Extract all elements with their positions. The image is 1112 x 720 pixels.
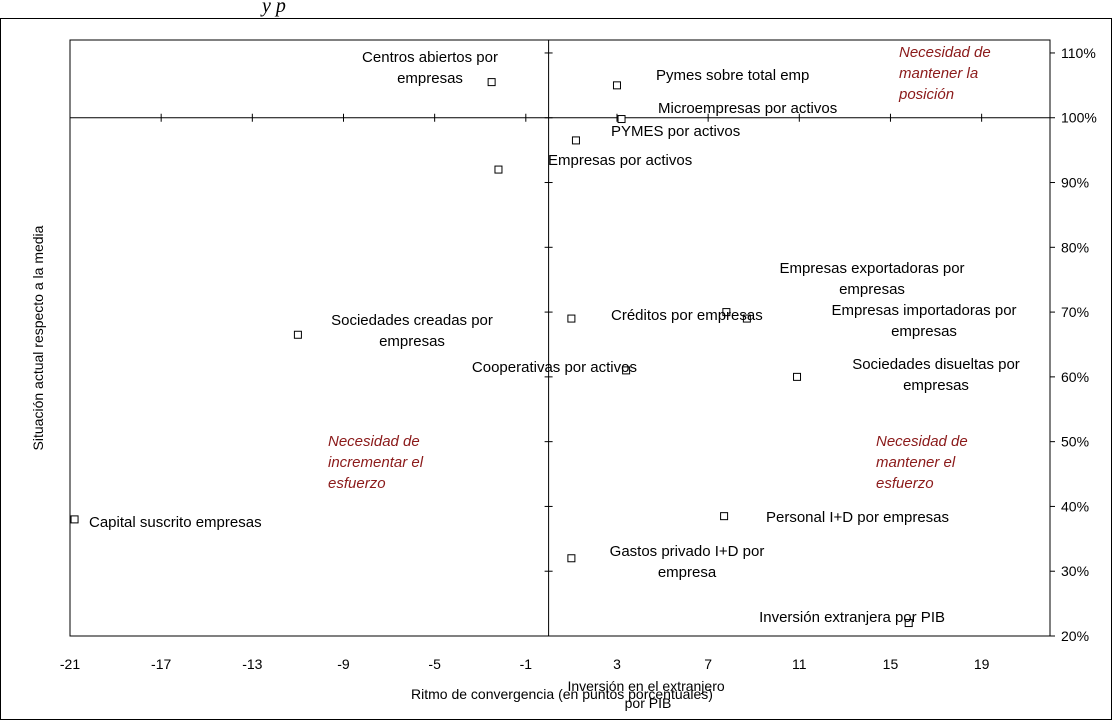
data-point-label: Empresas exportadoras por empresas xyxy=(779,260,964,298)
data-point-label: Cooperativas por activos xyxy=(472,359,637,376)
data-point-marker xyxy=(494,165,503,174)
data-point-label: Empresas importadoras por empresas xyxy=(831,302,1016,340)
x-tick-label: -17 xyxy=(151,656,171,672)
data-point-label: Pymes sobre total emp xyxy=(656,67,809,84)
data-point-label: Créditos por empresas xyxy=(611,307,763,324)
x-tick-label: 19 xyxy=(974,656,990,672)
y-tick-label: 50% xyxy=(1061,434,1089,450)
x-tick-label: -21 xyxy=(60,656,80,672)
x-tick-label: -1 xyxy=(520,656,533,672)
data-point-marker xyxy=(793,372,802,381)
x-axis-title: Ritmo de convergencia (en puntos porcent… xyxy=(411,686,713,702)
quadrant-annotation: Necesidad de incrementar el esfuerzo xyxy=(328,433,424,492)
data-point-marker xyxy=(567,314,576,323)
data-point-label: Gastos privado I+D por empresa xyxy=(610,543,765,581)
y-tick-label: 20% xyxy=(1061,628,1089,644)
quadrant-annotation: Necesidad de mantener el esfuerzo xyxy=(876,433,968,492)
data-point-marker xyxy=(612,81,621,90)
data-point-marker xyxy=(567,554,576,563)
y-tick-label: 40% xyxy=(1061,498,1089,514)
overlay-text: Inversión en el extranjero por PIB xyxy=(567,678,728,711)
data-point-marker xyxy=(720,512,729,521)
y-tick-label: 110% xyxy=(1061,45,1096,61)
x-tick-label: 7 xyxy=(704,656,712,672)
x-tick-label: 15 xyxy=(883,656,899,672)
data-point-marker xyxy=(70,515,79,524)
data-point-marker xyxy=(617,115,626,124)
data-point-marker xyxy=(571,136,580,145)
x-tick-label: -5 xyxy=(428,656,441,672)
x-tick-label: 11 xyxy=(792,656,807,672)
y-tick-label: 30% xyxy=(1061,563,1089,579)
x-tick-label: -13 xyxy=(242,656,262,672)
data-point-marker xyxy=(293,330,302,339)
y-tick-label: 70% xyxy=(1061,304,1089,320)
data-point-label: Centros abiertos por empresas xyxy=(362,49,498,87)
data-point-label: Inversión extranjera por PIB xyxy=(759,609,945,626)
data-point-label: Personal I+D por empresas xyxy=(766,509,949,526)
data-point-marker xyxy=(742,314,751,323)
quadrant-annotation: Necesidad de mantener la posición xyxy=(898,44,991,103)
y-tick-label: 90% xyxy=(1061,175,1089,191)
x-tick-label: 3 xyxy=(613,656,621,672)
y-tick-label: 100% xyxy=(1061,110,1097,126)
data-point-label: PYMES por activos xyxy=(611,123,740,140)
data-point-label: Capital suscrito empresas xyxy=(89,514,262,531)
data-point-label: Microempresas por activos xyxy=(658,100,837,117)
y-tick-label: 80% xyxy=(1061,239,1089,255)
data-point-label: Empresas por activos xyxy=(548,152,692,169)
plot-area xyxy=(69,39,1051,637)
y-axis-title: Situación actual respecto a la media xyxy=(30,225,46,450)
top-fragment-text: y p xyxy=(260,0,286,17)
y-tick-label: 60% xyxy=(1061,369,1089,385)
x-tick-label: -9 xyxy=(337,656,350,672)
data-point-label: Sociedades disueltas por empresas xyxy=(852,356,1020,394)
data-point-label: Sociedades creadas por empresas xyxy=(331,312,493,350)
data-point-marker xyxy=(904,619,913,628)
data-point-marker xyxy=(622,366,631,375)
data-point-marker xyxy=(487,78,496,87)
data-point-marker xyxy=(722,308,731,317)
